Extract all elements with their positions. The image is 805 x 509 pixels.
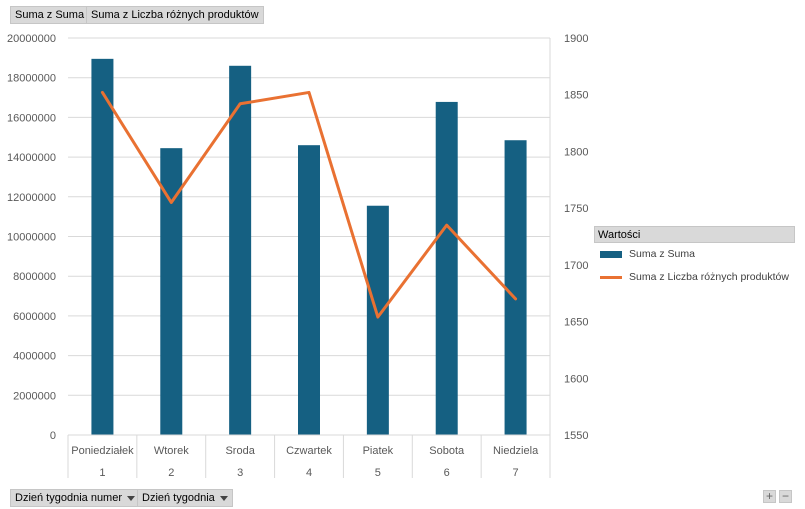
value-field-button-suma[interactable]: Suma z Suma	[10, 6, 90, 24]
x-tick-label: Sobota	[429, 445, 465, 457]
x-tick-number: 3	[237, 467, 243, 479]
bar	[298, 145, 320, 435]
y-left-tick-label: 12000000	[7, 192, 56, 204]
expand-field-button[interactable]: +	[763, 490, 776, 503]
x-tick-label: Czwartek	[286, 445, 332, 457]
x-tick-label: Wtorek	[154, 445, 189, 457]
y-left-tick-label: 18000000	[7, 73, 56, 85]
x-tick-label: Piatek	[363, 445, 394, 457]
bar	[91, 58, 114, 435]
y-right-tick-label: 1850	[564, 90, 588, 102]
bar	[160, 148, 183, 436]
legend-title[interactable]: Wartości	[594, 226, 795, 243]
y-left-tick-label: 2000000	[13, 390, 56, 402]
legend-label-suma: Suma z Suma	[629, 248, 695, 260]
y-right-tick-label: 1550	[564, 430, 588, 442]
y-right-tick-label: 1600	[564, 373, 588, 385]
dropdown-arrow-icon[interactable]	[127, 495, 136, 501]
value-field-button-liczba[interactable]: Suma z Liczba różnych produktów	[86, 6, 264, 24]
y-left-tick-label: 4000000	[13, 351, 56, 363]
y-right-tick-label: 1900	[564, 33, 588, 45]
axis-field-label-numer: Dzień tygodnia numer	[15, 492, 123, 504]
legend-swatch-bar	[600, 251, 622, 258]
axis-field-button-numer[interactable]: Dzień tygodnia numer	[10, 489, 141, 507]
y-left-tick-label: 14000000	[7, 152, 56, 164]
legend-label-liczba: Suma z Liczba różnych produktów	[629, 271, 789, 283]
y-left-tick-label: 10000000	[7, 232, 56, 244]
x-tick-number: 4	[306, 467, 312, 479]
x-tick-number: 5	[375, 467, 381, 479]
x-tick-number: 7	[513, 467, 519, 479]
x-tick-label: Poniedziałek	[71, 445, 134, 457]
series-line	[100, 90, 518, 319]
y-left-tick-label: 0	[50, 430, 56, 442]
axis-field-button-dzien[interactable]: Dzień tygodnia	[137, 489, 233, 507]
bar	[435, 101, 458, 436]
y-left-tick-label: 20000000	[7, 33, 56, 45]
y-right-tick-label: 1800	[564, 146, 588, 158]
bar	[229, 65, 252, 435]
y-left-tick-label: 16000000	[7, 112, 56, 124]
collapse-field-button[interactable]: −	[779, 490, 792, 503]
x-tick-label: Niedziela	[493, 445, 539, 457]
legend-swatch-line	[600, 276, 622, 279]
x-tick-number: 2	[168, 467, 174, 479]
y-left-tick-label: 6000000	[13, 311, 56, 323]
y-left-tick-label: 8000000	[13, 271, 56, 283]
bar	[366, 205, 389, 435]
legend-item-suma: Suma z Suma	[594, 243, 795, 266]
y-right-tick-label: 1750	[564, 203, 588, 215]
bar	[504, 140, 527, 436]
x-tick-number: 6	[444, 467, 450, 479]
y-right-tick-label: 1650	[564, 317, 588, 329]
x-tick-number: 1	[99, 467, 105, 479]
legend: Wartości Suma z Suma Suma z Liczba różny…	[594, 226, 795, 289]
x-tick-label: Sroda	[225, 445, 255, 457]
dropdown-arrow-icon[interactable]	[219, 495, 228, 501]
legend-item-liczba: Suma z Liczba różnych produktów	[594, 266, 795, 289]
axis-field-label-dzien: Dzień tygodnia	[142, 492, 215, 504]
y-right-tick-label: 1700	[564, 260, 588, 272]
